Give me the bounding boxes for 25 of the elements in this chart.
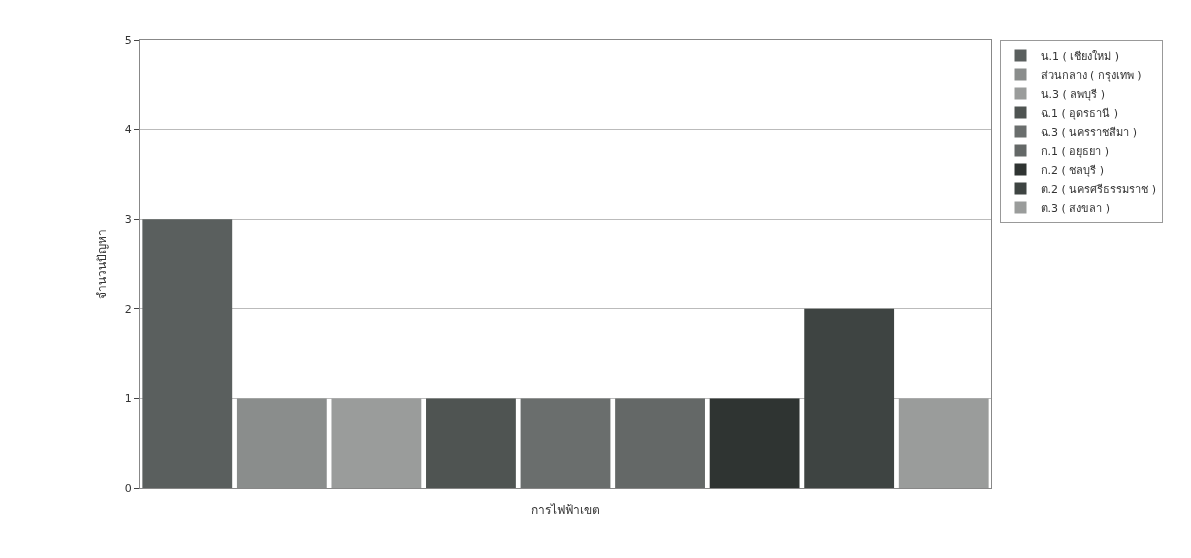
x-axis-title: การไฟฟ้าเขต — [531, 503, 600, 518]
bar — [709, 398, 800, 488]
y-axis-title: จำนวนปัญหา — [95, 229, 110, 299]
bar — [615, 398, 705, 488]
legend-label: ฉ.1 ( อุดรธานี ) — [1040, 106, 1119, 120]
y-tick-label: 2 — [124, 302, 132, 316]
y-tick-label: 0 — [124, 481, 132, 495]
legend-label: ต.2 ( นครศรีธรรมราช ) — [1040, 182, 1157, 196]
legend-label: ต.3 ( สงขลา ) — [1040, 201, 1111, 215]
legend-label: น.3 ( ลพบุรี ) — [1040, 87, 1106, 101]
legend-label: น.1 ( เชียงใหม่ ) — [1040, 49, 1120, 63]
legend-label: ฉ.3 ( นครราชสีมา ) — [1040, 125, 1138, 139]
bar — [804, 308, 895, 488]
bar — [898, 398, 989, 488]
y-tick-label: 1 — [124, 392, 132, 406]
bar — [520, 398, 611, 488]
y-tick-label: 3 — [124, 213, 132, 227]
legend-label: ก.1 ( อยุธยา ) — [1040, 144, 1110, 158]
legend-label: ก.2 ( ชลบุรี ) — [1040, 163, 1105, 177]
y-tick-label: 5 — [124, 33, 132, 47]
y-tick-label: 4 — [124, 123, 132, 137]
bar — [331, 398, 422, 488]
bar — [142, 219, 233, 488]
bar — [426, 398, 516, 488]
legend-label: ส่วนกลาง ( กรุงเทพ ) — [1040, 68, 1142, 82]
